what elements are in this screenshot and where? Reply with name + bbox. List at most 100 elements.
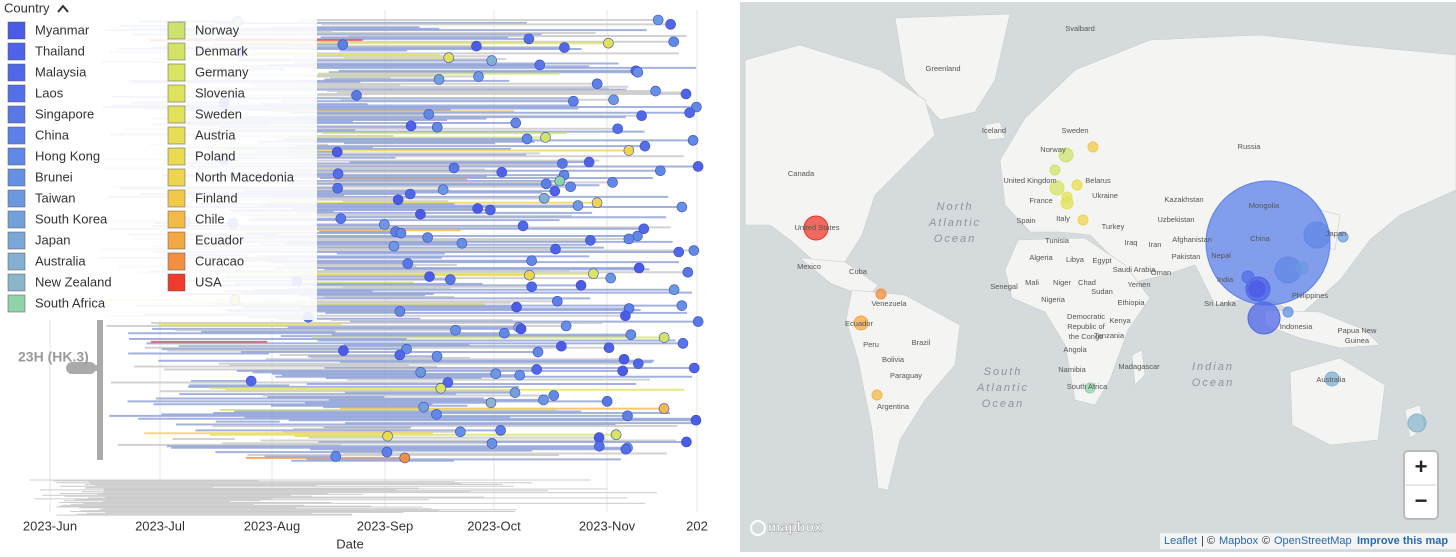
legend-swatch[interactable] [167,147,186,166]
legend-toggle[interactable] [57,4,69,13]
map-marker[interactable] [1303,221,1331,249]
map-marker[interactable] [1061,191,1073,203]
legend-label[interactable]: Slovenia [195,85,246,100]
zoom-in[interactable]: + [1415,454,1428,479]
legend-label[interactable]: USA [195,274,222,289]
legend-label[interactable]: Brunei [35,169,73,184]
map-label: Philippines [1292,291,1329,300]
map-label: Iceland [982,126,1006,135]
map-marker[interactable] [1071,179,1083,191]
legend-swatch[interactable] [7,21,26,40]
map-marker[interactable] [1282,306,1294,318]
map-marker[interactable] [1247,301,1281,335]
map-marker[interactable] [1087,141,1099,153]
map-marker[interactable] [1324,371,1340,387]
map-label: Japan [1326,229,1346,238]
legend-label[interactable]: Laos [35,85,64,100]
tip [665,19,676,30]
legend-label[interactable]: Finland [195,190,238,205]
legend-swatch[interactable] [167,126,186,145]
legend-label[interactable]: Hong Kong [35,148,100,163]
legend-swatch[interactable] [7,231,26,250]
legend-swatch[interactable] [7,126,26,145]
legend-label[interactable]: Norway [195,22,240,37]
legend-bg [0,0,317,320]
map-label: Norway [1040,145,1066,154]
map-markers [803,141,1427,433]
legend-title[interactable]: Country [4,0,50,15]
map-marker[interactable] [1049,180,1065,196]
legend-swatch[interactable] [7,105,26,124]
legend-label[interactable]: South Korea [35,211,108,226]
tip [448,162,460,174]
map-marker[interactable] [803,215,829,241]
attr-leaflet[interactable]: Leaflet [1164,535,1197,547]
legend-label[interactable]: Poland [195,148,235,163]
legend-label[interactable]: Chile [195,211,225,226]
map-label: Canada [788,169,815,178]
legend-swatch[interactable] [7,189,26,208]
legend-swatch[interactable] [7,84,26,103]
legend-swatch[interactable] [7,63,26,82]
map-marker[interactable] [1295,261,1309,275]
legend-label[interactable]: New Zealand [35,274,112,289]
legend-label[interactable]: Australia [35,253,86,268]
legend-swatch[interactable] [167,84,186,103]
legend-label[interactable]: China [35,127,70,142]
legend-swatch[interactable] [167,189,186,208]
tip [622,410,633,422]
map-marker[interactable] [1058,147,1074,163]
legend-label[interactable]: Myanmar [35,22,90,37]
legend-swatch[interactable] [167,105,186,124]
legend-label[interactable]: South Africa [35,295,106,310]
legend-swatch[interactable] [7,273,26,292]
legend-label[interactable]: Sweden [195,106,242,121]
zoom-out[interactable]: − [1415,488,1428,513]
legend-swatch[interactable] [7,42,26,61]
tip [632,66,644,78]
map-marker[interactable] [1337,231,1349,243]
map-label: Oman [1151,268,1171,277]
legend-swatch[interactable] [7,147,26,166]
legend-swatch[interactable] [167,210,186,229]
map-marker[interactable] [1241,270,1255,284]
map-marker[interactable] [1248,280,1266,298]
mapbox-logo[interactable]: mapbox [768,519,822,535]
legend-swatch[interactable] [167,168,186,187]
legend-label[interactable]: Austria [195,127,236,142]
legend-swatch[interactable] [167,273,186,292]
tip [404,188,416,200]
legend-label[interactable]: Taiwan [35,190,75,205]
legend-label[interactable]: North Macedonia [195,169,295,184]
legend-swatch[interactable] [7,294,26,313]
legend-label[interactable]: Thailand [35,43,85,58]
legend-swatch[interactable] [167,21,186,40]
legend-label[interactable]: Singapore [35,106,94,121]
legend-label[interactable]: Denmark [195,43,248,58]
map-marker[interactable] [1407,413,1427,433]
map-marker[interactable] [1049,164,1061,176]
attr-osm[interactable]: OpenStreetMap [1274,535,1352,547]
legend-label[interactable]: Curacao [195,253,244,268]
attr-mapbox[interactable]: Mapbox [1219,535,1259,547]
legend-swatch[interactable] [7,210,26,229]
map-marker[interactable] [871,389,883,401]
map-marker[interactable] [853,315,869,331]
map-marker[interactable] [1077,214,1089,226]
legend-label[interactable]: Germany [195,64,249,79]
legend-label[interactable]: Ecuador [195,232,244,247]
map-label: Sudan [1091,287,1113,296]
legend-label[interactable]: Japan [35,232,70,247]
map-label: Uzbekistan [1157,215,1194,224]
legend-swatch[interactable] [167,252,186,271]
legend-swatch[interactable] [167,231,186,250]
legend-swatch[interactable] [7,168,26,187]
legend-swatch[interactable] [167,63,186,82]
tip [456,238,468,249]
legend-swatch[interactable] [167,42,186,61]
attr-improve[interactable]: Improve this map [1357,535,1448,547]
map-marker[interactable] [875,288,887,300]
legend-swatch[interactable] [7,252,26,271]
map-marker[interactable] [1084,382,1096,394]
legend-label[interactable]: Malaysia [35,64,87,79]
